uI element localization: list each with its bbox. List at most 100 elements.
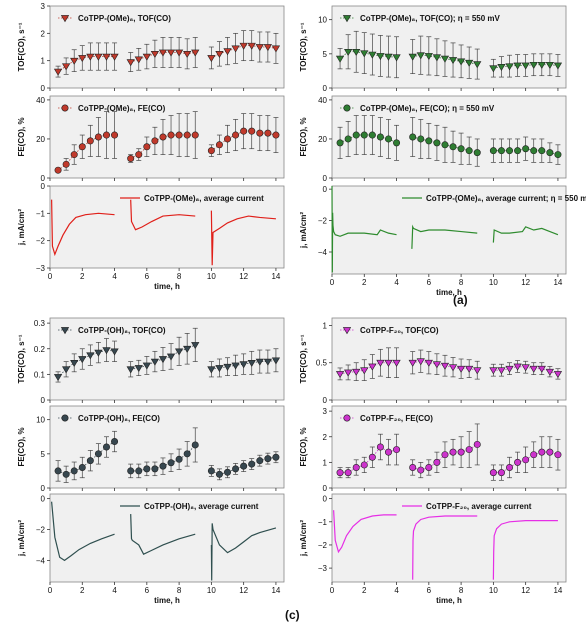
data-point — [263, 44, 272, 52]
legend-marker — [60, 327, 70, 335]
data-point — [135, 151, 143, 159]
data-point — [207, 55, 216, 63]
data-point — [376, 133, 384, 141]
y-tick-label: 0 — [41, 484, 46, 493]
legend: CoTPP-(OH)₈, FE(CO) — [58, 414, 160, 423]
y-tick-label: 0 — [323, 185, 328, 194]
current-trace-1 — [333, 510, 397, 554]
series-segment-2 — [408, 349, 482, 380]
data-point — [538, 147, 546, 155]
data-point — [78, 463, 86, 471]
chart-panel-1: 0 1 2 3 TOF(CO), s⁻¹ CoTPP-(OMe)₈, TOF(CO) — [17, 2, 285, 93]
data-point — [545, 61, 554, 69]
data-point — [344, 48, 353, 56]
data-point — [456, 58, 466, 66]
y-tick-label: 2 — [41, 29, 46, 38]
data-point — [54, 166, 62, 174]
data-point — [344, 135, 352, 143]
data-point — [440, 362, 450, 370]
data-point — [248, 460, 256, 468]
legend-marker — [342, 15, 352, 23]
data-point — [465, 59, 474, 67]
chart-panel-4: 0 5 10 TOF(CO), s⁻¹ CoTPP-(OMe)₈, TOF(CO); η… — [299, 5, 567, 93]
data-point — [150, 358, 160, 366]
data-point — [183, 450, 191, 458]
data-point — [497, 469, 505, 477]
current-trace-1 — [331, 185, 397, 273]
y-axis-label: FE(CO), % — [17, 117, 26, 156]
chart-panel-2: 0 20 40 FE(CO), % CoTPP-(OMe)₈, FE(CO) — [17, 95, 285, 183]
legend-label: CoTPP-(OMe)₈, average current — [144, 194, 264, 203]
series-segment-1 — [54, 430, 119, 483]
y-axis-label: j, mA/cm² — [299, 520, 308, 557]
data-point — [272, 131, 280, 139]
x-tick-label: 8 — [177, 272, 182, 281]
chart-panel-10: 0 0.5 1 TOF(CO), s⁻¹ CoTPP-F₂₀, TOF(CO) — [299, 317, 567, 405]
plot-area — [49, 185, 285, 269]
x-tick-label: 8 — [177, 586, 182, 595]
series-segment-2 — [126, 327, 200, 378]
data-point — [448, 57, 458, 65]
panel-label-c: (c) — [285, 608, 300, 622]
y-tick-label: 0.5 — [316, 359, 328, 368]
y-tick-label: 3 — [41, 2, 46, 11]
data-point — [554, 151, 562, 159]
x-tick-label: 8 — [459, 586, 464, 595]
y-tick-label: 0.2 — [34, 345, 46, 354]
data-point — [70, 360, 79, 368]
data-point — [456, 365, 466, 373]
x-tick-label: 14 — [553, 278, 562, 287]
data-point — [134, 365, 143, 373]
data-point — [537, 365, 546, 373]
x-tick-label: 6 — [145, 586, 150, 595]
legend-label: CoTPP-F₂₀, average current — [426, 502, 532, 511]
data-point — [255, 358, 264, 366]
data-point — [86, 352, 95, 360]
x-tick-label: 14 — [271, 586, 280, 595]
x-tick-label: 12 — [521, 278, 530, 287]
x-tick-label: 10 — [489, 586, 498, 595]
x-tick-label: 10 — [489, 278, 498, 287]
legend-label: CoTPP-(OMe)₈, FE(CO) — [78, 104, 166, 113]
data-point — [393, 446, 401, 454]
data-point — [344, 469, 352, 477]
y-tick-label: 5 — [323, 50, 328, 59]
data-point — [489, 65, 498, 73]
data-point — [424, 53, 433, 61]
data-point — [127, 467, 135, 475]
series-segment-1 — [336, 115, 401, 161]
current-trace-1 — [51, 199, 115, 257]
data-point — [94, 53, 103, 61]
data-point — [86, 457, 94, 465]
data-point — [263, 358, 272, 366]
data-point — [86, 53, 95, 61]
data-point — [232, 465, 240, 473]
data-point — [376, 53, 385, 61]
data-point — [408, 359, 417, 367]
data-point — [183, 345, 192, 353]
data-point — [505, 365, 514, 373]
data-point — [497, 367, 506, 375]
data-point — [384, 135, 392, 143]
data-point — [432, 361, 442, 369]
data-point — [352, 131, 360, 139]
data-point — [102, 53, 111, 61]
data-point — [110, 53, 119, 61]
y-tick-label: 0 — [323, 396, 328, 405]
data-point — [497, 63, 506, 72]
plot-area — [331, 5, 567, 89]
data-point — [433, 458, 441, 466]
data-point — [513, 363, 522, 371]
data-point — [360, 461, 368, 469]
data-point — [417, 466, 425, 474]
data-point — [53, 374, 63, 382]
x-tick-label: 12 — [521, 586, 530, 595]
data-point — [522, 456, 530, 464]
legend: CoTPP-F₂₀, average current — [402, 502, 532, 511]
x-axis-label: time, h — [436, 288, 462, 297]
data-point — [62, 160, 70, 168]
data-point — [110, 348, 119, 356]
data-point — [271, 357, 281, 365]
data-point — [207, 147, 215, 155]
